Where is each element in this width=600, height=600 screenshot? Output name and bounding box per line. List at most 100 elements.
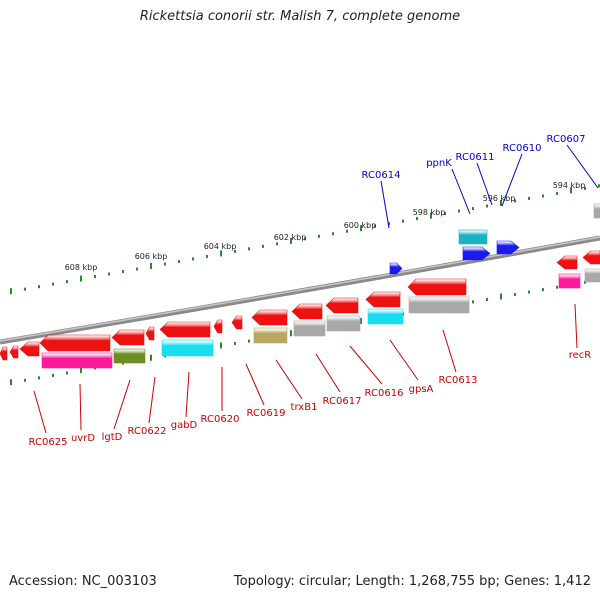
tick-mark-upper (472, 207, 474, 211)
gene-label[interactable]: trxB1 (291, 402, 318, 413)
gene-label[interactable]: RC0607 (547, 134, 586, 145)
label-leader-line (315, 353, 341, 393)
reverse-gene-arrow[interactable] (111, 329, 145, 346)
reverse-gene-arrow[interactable] (251, 309, 288, 326)
label-leader-line (245, 363, 265, 406)
tick-mark-upper (416, 217, 418, 221)
tick-mark-upper (332, 232, 334, 236)
tick-mark-lower (528, 290, 530, 294)
gene-label[interactable]: RC0622 (128, 426, 167, 437)
tick-mark-lower (66, 371, 68, 375)
label-leader-line (113, 379, 131, 430)
label-leader-line (476, 162, 493, 206)
reverse-gene-arrow[interactable] (145, 326, 155, 341)
reverse-gene-arrow[interactable] (291, 303, 323, 320)
tick-mark-lower (80, 367, 82, 373)
reverse-gene-arrow[interactable] (159, 321, 211, 338)
cog-box-khaki[interactable] (253, 327, 288, 344)
gene-label[interactable]: RC0614 (362, 170, 401, 181)
tick-mark-upper (430, 212, 432, 219)
tick-mark-lower (486, 297, 488, 301)
gene-label[interactable]: RC0613 (439, 375, 478, 386)
label-leader-line (185, 371, 190, 418)
forward-gene-arrow[interactable] (496, 240, 520, 255)
tick-mark-upper (262, 244, 264, 248)
tick-mark-upper (164, 262, 166, 266)
gene-label[interactable]: RC0619 (247, 408, 286, 419)
reverse-gene-arrow[interactable] (231, 315, 243, 330)
tick-mark-lower (472, 300, 474, 304)
cog-box-gray[interactable] (326, 315, 361, 332)
gene-label[interactable]: RC0625 (29, 437, 68, 448)
tick-mark-lower (556, 285, 558, 289)
gene-label[interactable]: RC0617 (323, 396, 362, 407)
cog-box-cyan[interactable] (161, 339, 214, 357)
tick-mark-lower (220, 342, 222, 349)
gene-label[interactable]: uvrD (71, 433, 95, 444)
label-leader-line (574, 303, 578, 349)
tick-label: 596 kbp (483, 194, 516, 203)
tick-label: 594 kbp (553, 181, 586, 190)
tick-mark-upper (66, 280, 68, 284)
tick-mark-upper (122, 270, 124, 274)
tick-mark-upper (10, 288, 12, 295)
cog-box-cyan[interactable] (367, 308, 404, 325)
reverse-gene-arrow[interactable] (213, 319, 223, 334)
gene-label[interactable]: ppnK (426, 158, 452, 169)
tick-mark-upper (234, 249, 236, 253)
reverse-gene-arrow[interactable] (9, 345, 19, 359)
gene-label[interactable]: RC0616 (365, 388, 404, 399)
tick-mark-upper (598, 184, 600, 188)
reverse-gene-arrow[interactable] (582, 250, 600, 265)
tick-mark-lower (24, 378, 26, 382)
cog-box-gray[interactable] (293, 320, 326, 337)
tick-mark-upper (80, 275, 82, 282)
reverse-gene-arrow[interactable] (0, 346, 8, 361)
gene-label[interactable]: RC0620 (201, 414, 240, 425)
reverse-gene-arrow[interactable] (365, 291, 401, 308)
cog-box-magenta[interactable] (41, 352, 113, 369)
reverse-gene-arrow[interactable] (39, 334, 111, 352)
tick-mark-upper (38, 285, 40, 289)
forward-gene-arrow[interactable] (462, 246, 491, 261)
cog-box-gray[interactable] (593, 203, 600, 219)
gene-label[interactable]: RC0611 (456, 152, 495, 163)
cog-box-olive[interactable] (113, 348, 146, 364)
label-leader-line (442, 329, 457, 373)
label-leader-line (33, 390, 47, 434)
gene-label[interactable]: RC0610 (503, 143, 542, 154)
label-leader-line (566, 144, 599, 189)
tick-mark-upper (556, 191, 558, 195)
tick-mark-upper (542, 194, 544, 198)
gene-label[interactable]: gpsA (409, 384, 434, 395)
cog-box-gray[interactable] (584, 268, 600, 283)
tick-mark-upper (528, 196, 530, 200)
tick-mark-upper (52, 282, 54, 286)
tick-mark-upper (444, 212, 446, 216)
reverse-gene-arrow[interactable] (556, 255, 578, 270)
tick-mark-upper (192, 257, 194, 261)
gene-label[interactable]: lgtD (102, 432, 123, 443)
cog-box-teal[interactable] (458, 229, 488, 245)
tick-mark-upper (346, 229, 348, 233)
genome-backbone-highlight (0, 236, 600, 342)
tick-mark-upper (388, 222, 390, 226)
tick-mark-upper (304, 237, 306, 241)
tick-mark-upper (178, 259, 180, 263)
tick-mark-upper (290, 237, 292, 244)
reverse-gene-arrow[interactable] (407, 278, 467, 296)
reverse-gene-arrow[interactable] (19, 341, 40, 357)
tick-mark-upper (248, 247, 250, 251)
cog-box-magenta[interactable] (558, 273, 581, 289)
reverse-gene-arrow[interactable] (325, 297, 359, 314)
tick-mark-lower (234, 342, 236, 346)
gene-label[interactable]: recR (569, 350, 592, 361)
label-leader-line (501, 153, 523, 207)
gene-label[interactable]: gabD (171, 420, 198, 431)
tick-label: 606 kbp (135, 252, 168, 261)
cog-box-gray[interactable] (408, 296, 470, 314)
tick-mark-upper (276, 242, 278, 246)
map-title: Rickettsia conorii str. Malish 7, comple… (139, 9, 461, 24)
label-leader-line (79, 383, 82, 431)
forward-gene-arrow[interactable] (389, 262, 403, 275)
